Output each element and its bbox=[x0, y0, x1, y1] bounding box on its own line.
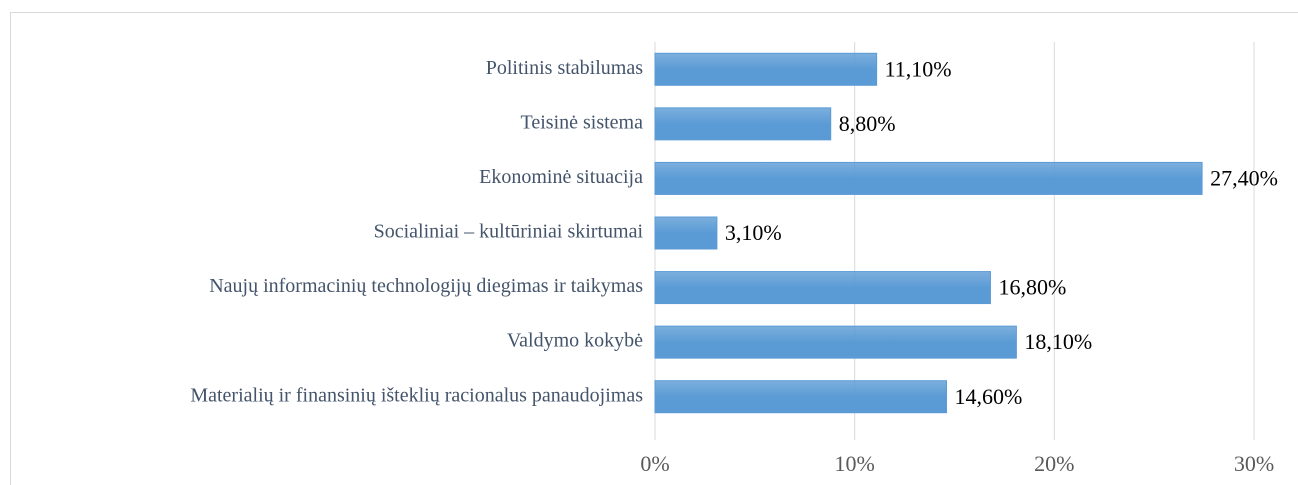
value-label: 16,80% bbox=[998, 275, 1066, 300]
category-label: Naujų informacinių technologijų diegimas… bbox=[209, 275, 643, 297]
category-label: Valdymo kokybė bbox=[507, 330, 643, 352]
value-label: 8,80% bbox=[839, 111, 896, 136]
bar bbox=[654, 52, 878, 86]
category-label: Socialiniai – kultūriniai skirtumai bbox=[374, 221, 644, 243]
bar bbox=[654, 161, 1203, 195]
category-label: Materialių ir finansinių išteklių racion… bbox=[190, 384, 643, 406]
bar bbox=[654, 271, 991, 305]
bar bbox=[654, 216, 718, 250]
value-label: 18,10% bbox=[1024, 329, 1092, 354]
bar bbox=[654, 380, 948, 414]
category-label: Politinis stabilumas bbox=[486, 57, 643, 79]
category-label: Ekonominė situacija bbox=[479, 166, 643, 188]
bar bbox=[654, 325, 1017, 359]
category-label: Teisinė sistema bbox=[521, 111, 644, 133]
x-tick-label: 20% bbox=[1034, 451, 1074, 476]
value-label: 11,10% bbox=[885, 56, 952, 81]
x-tick-label: 0% bbox=[640, 451, 669, 476]
value-label: 14,60% bbox=[955, 384, 1023, 409]
value-label: 3,10% bbox=[725, 220, 782, 245]
x-tick-label: 30% bbox=[1234, 451, 1274, 476]
value-label: 27,40% bbox=[1210, 165, 1278, 190]
x-tick-label: 10% bbox=[835, 451, 875, 476]
chart-frame bbox=[10, 12, 1298, 485]
bar bbox=[654, 107, 832, 141]
